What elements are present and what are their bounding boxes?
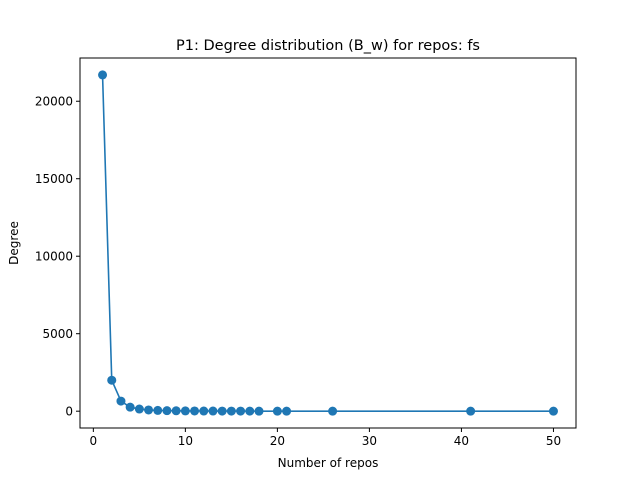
data-point: [208, 406, 218, 416]
data-point: [254, 406, 264, 416]
data-point: [466, 406, 476, 416]
chart-title: P1: Degree distribution (B_w) for repos:…: [176, 38, 480, 54]
y-tick-label: 10000: [35, 250, 73, 264]
data-point: [116, 396, 126, 406]
x-axis-label: Number of repos: [278, 456, 379, 470]
data-point: [171, 406, 181, 416]
data-point: [134, 404, 144, 414]
y-tick-label: 20000: [35, 95, 73, 109]
data-point: [162, 406, 172, 416]
data-point: [180, 406, 190, 416]
data-point: [548, 406, 558, 416]
data-point: [245, 406, 255, 416]
y-tick-label: 15000: [35, 172, 73, 186]
y-axis-ticks: 0 5000 10000 15000 20000: [35, 95, 80, 419]
data-point: [125, 402, 135, 412]
x-tick-label: 50: [546, 434, 561, 448]
data-point: [144, 405, 154, 415]
data-point: [282, 406, 292, 416]
y-axis-label: Degree: [7, 221, 21, 265]
series: [98, 70, 558, 416]
x-tick-label: 20: [270, 434, 285, 448]
x-tick-label: 40: [454, 434, 469, 448]
data-point: [328, 406, 338, 416]
series-line: [101, 74, 554, 412]
data-point: [236, 406, 246, 416]
axes: [79, 57, 577, 429]
data-point: [226, 406, 236, 416]
data-point: [190, 406, 200, 416]
x-tick-label: 30: [362, 434, 377, 448]
data-point: [107, 375, 117, 385]
data-point: [153, 405, 163, 415]
y-tick-label: 0: [65, 405, 73, 419]
data-point: [98, 70, 108, 80]
data-point: [199, 406, 209, 416]
x-axis-ticks: 0 10 20 30 40 50: [90, 428, 561, 448]
x-tick-label: 10: [178, 434, 193, 448]
data-point: [272, 406, 282, 416]
y-tick-label: 5000: [42, 327, 73, 341]
plot-frame: [79, 57, 577, 429]
x-tick-label: 0: [90, 434, 98, 448]
data-point: [217, 406, 227, 416]
